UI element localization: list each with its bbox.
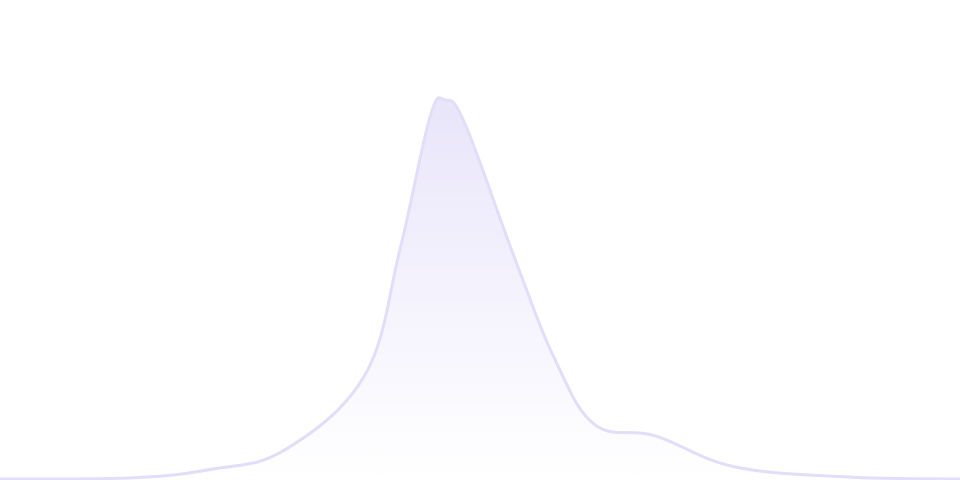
area-fill bbox=[0, 97, 960, 480]
area-line bbox=[0, 96, 960, 480]
